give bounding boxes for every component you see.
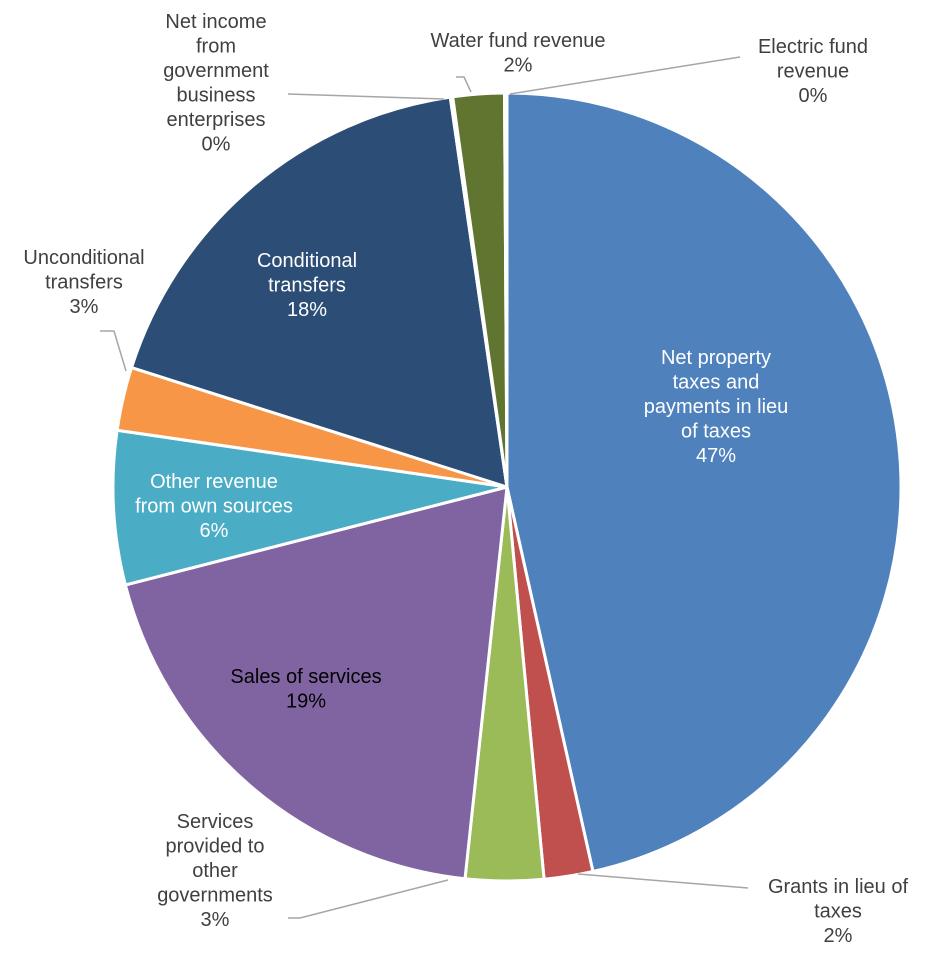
slice-label-line: Other revenue [150, 471, 278, 493]
slice-label-line: 3% [70, 296, 99, 318]
slice-label-line: other [192, 860, 238, 882]
leader-line-net-income-from-government-business-enterprises [287, 93, 445, 100]
slice-labels: Net property taxes and payments in lieu of … [23, 11, 908, 947]
slice-label-unconditional-transfers: Unconditional transfers 3% [23, 247, 144, 318]
pie-slice-sales-of-services [123, 485, 509, 881]
slice-label-line: from [196, 36, 236, 58]
slice-label-line: government [163, 60, 269, 82]
slice-label-line: revenue [777, 61, 849, 83]
slice-label-line: 0% [202, 134, 231, 156]
leader-line-services-provided-to-other-governments [288, 879, 449, 919]
slice-label-line: taxes and [673, 372, 760, 394]
slice-label-other-revenue-from-own-sources: Other revenue from own sources 6% [135, 471, 293, 542]
pie-slices [111, 91, 903, 883]
leader-line-water-fund-revenue [456, 76, 472, 93]
slice-label-line: transfers [45, 272, 123, 294]
slice-label-line: taxes [814, 901, 862, 923]
leader-line-unconditional-transfers [100, 330, 127, 372]
slice-label-line: 18% [287, 299, 327, 321]
slice-label-line: Water fund revenue [431, 30, 606, 52]
slice-label-line: 2% [504, 55, 533, 77]
slice-label-line: from own sources [135, 496, 293, 518]
slice-label-sales-of-services: Sales of services 19% [230, 666, 381, 713]
slice-label-line: Unconditional [23, 247, 144, 269]
slice-label-line: 19% [286, 691, 326, 713]
slice-label-line: 6% [200, 520, 229, 542]
slice-label-line: Electric fund [758, 36, 868, 58]
slice-label-line: enterprises [167, 109, 266, 131]
slice-label-line: Services [177, 811, 254, 833]
slice-label-line: Net income [165, 11, 266, 33]
slice-label-line: 2% [824, 925, 853, 947]
slice-label-line: 3% [201, 909, 230, 931]
slice-label-electric-fund-revenue: Electric fund revenue 0% [758, 36, 868, 107]
pie-slice-net-property-taxes-and-payments-in-lieu-of-taxes [505, 91, 903, 874]
slice-label-water-fund-revenue: Water fund revenue 2% [431, 30, 606, 77]
slice-label-line: 0% [799, 85, 828, 107]
slice-label-net-property-taxes-and-payments-in-lieu-of-taxes: Net property taxes and payments in lieu of … [644, 347, 789, 467]
pie-slice-conditional-transfers [130, 95, 509, 489]
leader-lines [100, 56, 749, 919]
slice-label-line: Conditional [257, 250, 357, 272]
leader-line-grants-in-lieu-of-taxes [577, 873, 749, 889]
slice-label-services-provided-to-other-governments: Services provided to other governments 3% [157, 811, 273, 931]
slice-label-line: transfers [268, 275, 346, 297]
leader-line-electric-fund-revenue [509, 56, 741, 95]
pie-slice-electric-fund-revenue [503, 91, 509, 489]
slice-label-line: business [177, 85, 256, 107]
slice-label-grants-in-lieu-of-taxes: Grants in lieu of taxes 2% [768, 876, 909, 947]
slice-label-line: payments in lieu [644, 396, 789, 418]
slice-label-conditional-transfers: Conditional transfers 18% [257, 250, 357, 321]
slice-label-line: Sales of services [230, 666, 381, 688]
slice-label-line: Net property [661, 347, 771, 369]
slice-label-line: 47% [696, 445, 736, 467]
slice-label-line: governments [157, 885, 273, 907]
slice-label-line: Grants in lieu of [768, 876, 909, 898]
slice-label-line: of taxes [681, 421, 751, 443]
slice-label-line: provided to [166, 836, 265, 858]
pie-slice-other-revenue-from-own-sources [111, 428, 509, 587]
slice-label-net-income-from-government-business-enterprises: Net income from government business enterpri… [163, 11, 269, 156]
